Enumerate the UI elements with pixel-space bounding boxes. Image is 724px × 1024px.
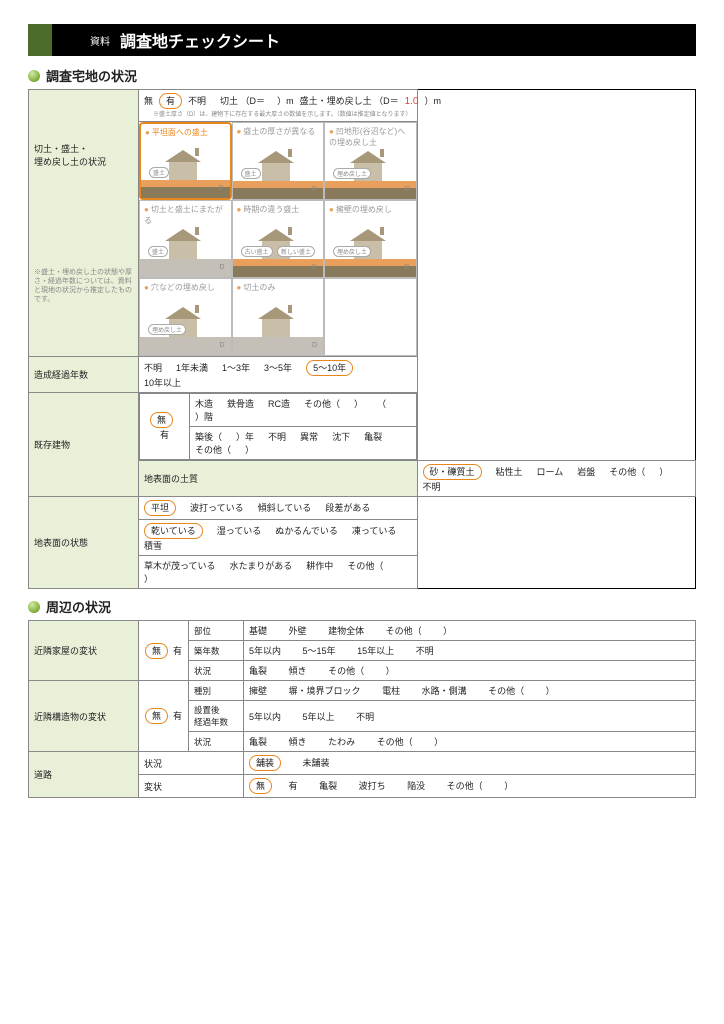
header-title: 調査地チェックシート (120, 28, 280, 52)
r3-label: 既存建物 (29, 393, 139, 497)
opt-10年以上[interactable]: 10年以上 (144, 376, 181, 389)
opt-砂・礫質土[interactable]: 砂・礫質土 (423, 464, 482, 480)
opt-ぬかるんでいる[interactable]: ぬかるんでいる (275, 524, 338, 537)
bullet-icon (28, 70, 40, 82)
section1-head: 調査宅地の状況 (28, 66, 696, 85)
diagram-2[interactable]: 凹地形(谷沼など)への埋め戻し土埋め戻し土D (324, 122, 417, 200)
survey-site-table: 切土・盛土・ 埋め戻し土の状況 ※盛土・埋め戻し土の状態や厚さ・経過年数について… (28, 89, 696, 589)
opt-段差がある[interactable]: 段差がある (325, 501, 370, 514)
opt-1年未満[interactable]: 1年未満 (176, 361, 208, 374)
opt-）[interactable]: ） (659, 465, 668, 478)
opt-平坦[interactable]: 平坦 (144, 500, 176, 516)
header-tag: 資料 (90, 33, 110, 48)
opt-5～10年[interactable]: 5～10年 (306, 360, 353, 376)
diagram-grid: 平坦面への盛土盛土D盛土の厚さが異なる盛土D凹地形(谷沼など)への埋め戻し土埋め… (139, 122, 418, 357)
diagram-3[interactable]: 切土と盛土にまたがる盛土D (139, 200, 232, 278)
r3-ari[interactable]: 有 (160, 430, 169, 440)
r4-label: 地表面の土質 (139, 461, 418, 497)
opt-不明[interactable]: 不明 (144, 361, 162, 374)
opt-凍っている[interactable]: 凍っている (352, 524, 397, 537)
page-header: 資料 調査地チェックシート (28, 24, 696, 56)
diagram-0[interactable]: 平坦面への盛土盛土D (139, 122, 232, 200)
opt-乾いている[interactable]: 乾いている (144, 523, 203, 539)
r1-footnote: ※盛土厚さ（D）は、建物下に存在する最大厚さの数値を示します。（数値は推定値とな… (144, 109, 412, 118)
opt-mu[interactable]: 無 (144, 94, 153, 107)
section2-title: 周辺の状況 (46, 597, 111, 616)
r2-label: 造成経過年数 (29, 357, 139, 393)
section2-head: 周辺の状況 (28, 597, 696, 616)
diagram-7[interactable]: 切土のみD (232, 278, 325, 356)
opt-岩盤[interactable]: 岩盤 (577, 465, 595, 478)
r1-note: ※盛土・埋め戻し土の状態や厚さ・経過年数については、資料と現地の状況から推定した… (34, 268, 133, 304)
header-accent (28, 24, 52, 56)
section1-title: 調査宅地の状況 (46, 66, 137, 85)
opt-ari-selected[interactable]: 有 (159, 93, 182, 109)
r2-opts: 不明 1年未満 1～3年 3～5年 5～10年 10年以上 (139, 357, 418, 393)
opt-湿っている[interactable]: 湿っている (217, 524, 262, 537)
diagram-4[interactable]: 時期の違う盛土古い盛土新しい盛土D (232, 200, 325, 278)
surroundings-table: 近隣家屋の変状無 有部位基礎 外壁 建物全体 その他（ ） 築年数5年以内 5～… (28, 620, 696, 798)
r4-opts: 砂・礫質土 粘性土 ローム岩盤 その他（ ） 不明 (417, 461, 696, 497)
opt-不明[interactable]: 不明 (423, 480, 441, 493)
opt-傾斜している[interactable]: 傾斜している (258, 501, 312, 514)
opt-fumei[interactable]: 不明 (188, 94, 206, 107)
r1-label: 切土・盛土・ 埋め戻し土の状況 ※盛土・埋め戻し土の状態や厚さ・経過年数について… (29, 90, 139, 357)
opt-1～3年[interactable]: 1～3年 (222, 361, 250, 374)
r1-top: 無 有 不明 切土 （D＝ ）m 盛土・埋め戻し土 （D＝ 1.0 ）m ※盛土… (139, 90, 418, 122)
diagram-1[interactable]: 盛土の厚さが異なる盛土D (232, 122, 325, 200)
opt-ローム[interactable]: ローム (537, 465, 564, 478)
opt-3～5年[interactable]: 3～5年 (264, 361, 292, 374)
r3-mu-selected[interactable]: 無 (150, 412, 173, 428)
r5-label: 地表面の状態 (29, 497, 139, 589)
diagram-5[interactable]: 擁壁の埋め戻し埋め戻し土D (324, 200, 417, 278)
opt-粘性土[interactable]: 粘性土 (496, 465, 523, 478)
opt-その他（[interactable]: その他（ (609, 465, 645, 478)
fill-depth-value: 1.0 (405, 96, 419, 107)
diagram-6[interactable]: 穴などの埋め戻し埋め戻し土D (139, 278, 232, 356)
bullet-icon (28, 601, 40, 613)
opt-積雪[interactable]: 積雪 (144, 539, 162, 552)
opt-波打っている[interactable]: 波打っている (190, 501, 244, 514)
